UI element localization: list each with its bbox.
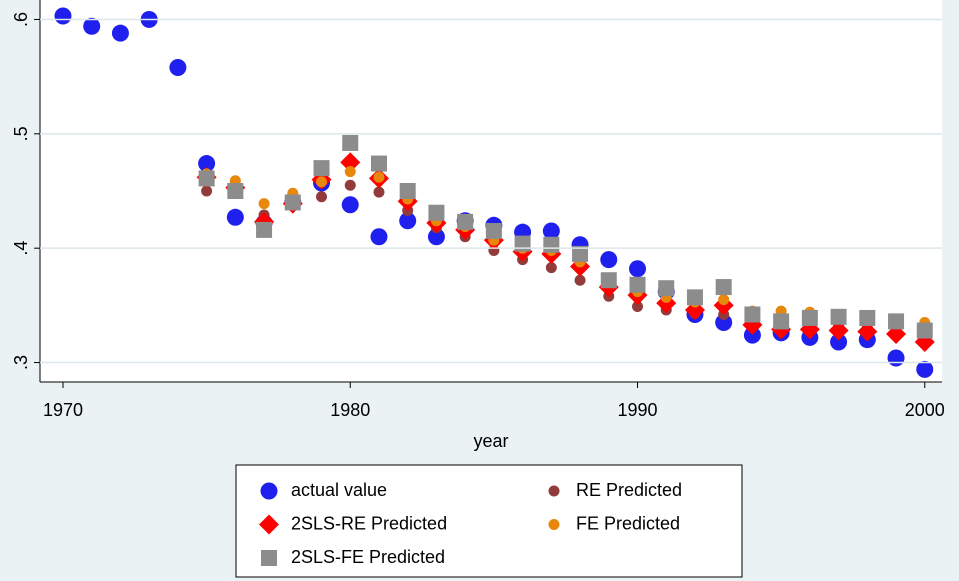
point (427, 228, 445, 246)
point (542, 222, 560, 240)
point (629, 276, 646, 293)
plot-area (40, 0, 942, 382)
y-tick-label: .4 (11, 241, 31, 256)
point (340, 152, 361, 173)
legend-marker (261, 550, 277, 566)
point (399, 212, 417, 230)
point (341, 196, 359, 214)
point (916, 360, 934, 378)
point (198, 170, 215, 187)
point (370, 155, 387, 172)
point (744, 306, 761, 323)
x-tick-label: 2000 (905, 400, 945, 420)
x-tick-label: 1980 (330, 400, 370, 420)
legend-marker (260, 482, 278, 500)
point (545, 262, 557, 274)
point (600, 272, 617, 289)
point (226, 208, 244, 226)
point (198, 155, 216, 173)
point (485, 223, 502, 240)
point (54, 7, 72, 25)
point (399, 183, 416, 199)
point (888, 313, 905, 330)
point (801, 309, 818, 326)
legend-label: 2SLS-FE Predicted (291, 547, 445, 567)
point (428, 204, 445, 221)
point (370, 228, 388, 246)
point (227, 183, 244, 199)
point (373, 186, 385, 198)
point (658, 280, 675, 297)
point (342, 134, 359, 151)
point (572, 245, 589, 262)
point (632, 301, 644, 313)
x-tick-label: 1970 (43, 400, 83, 420)
point (830, 308, 847, 325)
point (715, 314, 733, 332)
point (284, 194, 301, 211)
point (457, 213, 474, 230)
y-tick-label: .6 (11, 12, 31, 27)
legend (235, 464, 743, 578)
point (715, 279, 732, 296)
legend-label: actual value (291, 480, 387, 500)
point (111, 24, 129, 42)
point (686, 289, 703, 306)
x-tick-label: 1990 (617, 400, 657, 420)
point (830, 333, 848, 351)
point (373, 171, 385, 183)
point (857, 321, 878, 342)
point (316, 176, 328, 188)
x-axis-label: year (473, 431, 508, 451)
point (514, 235, 531, 252)
legend-label: RE Predicted (576, 480, 682, 500)
point (201, 185, 213, 197)
legend-marker (259, 514, 279, 535)
point (313, 160, 330, 177)
point (83, 17, 101, 35)
point (859, 309, 876, 326)
point (828, 320, 849, 341)
point (344, 166, 356, 178)
point (258, 198, 270, 210)
point (256, 221, 273, 238)
legend-marker (548, 485, 560, 497)
point (169, 58, 187, 76)
plot (54, 7, 935, 378)
point (916, 322, 933, 339)
point (887, 349, 905, 367)
y-tick-label: .5 (11, 126, 31, 141)
point (543, 236, 560, 253)
legend-label: FE Predicted (576, 513, 680, 533)
point (718, 294, 730, 306)
legend-label: 2SLS-RE Predicted (291, 513, 447, 533)
point (773, 313, 790, 330)
point (743, 326, 761, 344)
point (316, 191, 328, 203)
y-tick-label: .3 (11, 355, 31, 370)
point (344, 179, 356, 191)
legend-marker (548, 519, 560, 530)
point (574, 274, 586, 286)
point (600, 251, 618, 269)
point (629, 260, 647, 278)
